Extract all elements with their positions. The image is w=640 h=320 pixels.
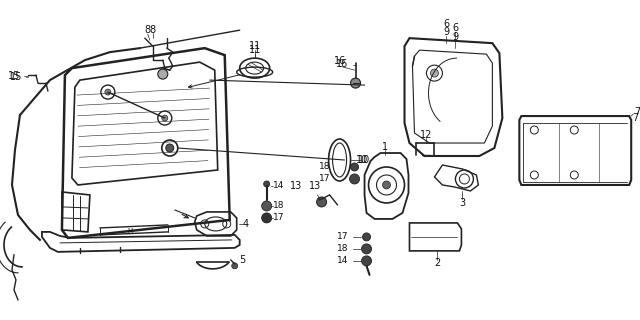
Text: 9: 9 [452,32,458,42]
Circle shape [362,244,372,254]
Circle shape [166,144,174,152]
Text: 5: 5 [239,255,245,265]
Text: 11: 11 [248,41,261,51]
Circle shape [362,233,371,241]
Text: 14: 14 [273,181,284,190]
Circle shape [262,213,271,223]
Circle shape [264,181,269,187]
Text: 17: 17 [337,232,349,241]
Text: 17: 17 [273,213,284,222]
Circle shape [349,174,360,184]
Text: 8: 8 [145,25,151,35]
Text: 14: 14 [337,256,349,265]
Text: 15: 15 [10,72,22,82]
Circle shape [362,256,372,266]
Text: 10: 10 [356,155,368,165]
Circle shape [158,69,168,79]
Text: 18: 18 [273,202,284,211]
Text: 7: 7 [632,113,639,123]
Circle shape [262,201,271,211]
Text: 16: 16 [335,59,348,69]
Circle shape [232,263,237,269]
Text: 16: 16 [333,56,346,66]
Text: 18: 18 [319,163,331,172]
Text: 2: 2 [435,258,440,268]
Text: 10: 10 [358,155,370,165]
Circle shape [317,197,326,207]
Circle shape [383,181,390,189]
Circle shape [162,115,168,121]
Text: 13: 13 [309,181,321,191]
Text: 7: 7 [634,107,640,117]
Text: 11: 11 [248,45,261,55]
Text: H: H [127,228,132,234]
Text: 1: 1 [381,142,388,152]
Circle shape [351,78,360,88]
Text: 4: 4 [243,219,249,229]
Text: 15: 15 [8,71,20,81]
Text: 6: 6 [444,19,449,29]
Text: 9: 9 [444,27,449,37]
Circle shape [105,89,111,95]
Text: 8: 8 [150,25,156,35]
Text: 17: 17 [319,174,331,183]
Text: 6: 6 [452,23,458,33]
Circle shape [431,69,438,77]
Text: 18: 18 [337,244,349,253]
Text: 13: 13 [290,181,302,191]
Text: 3: 3 [460,198,465,208]
Text: 12: 12 [420,130,433,140]
Circle shape [351,163,358,171]
